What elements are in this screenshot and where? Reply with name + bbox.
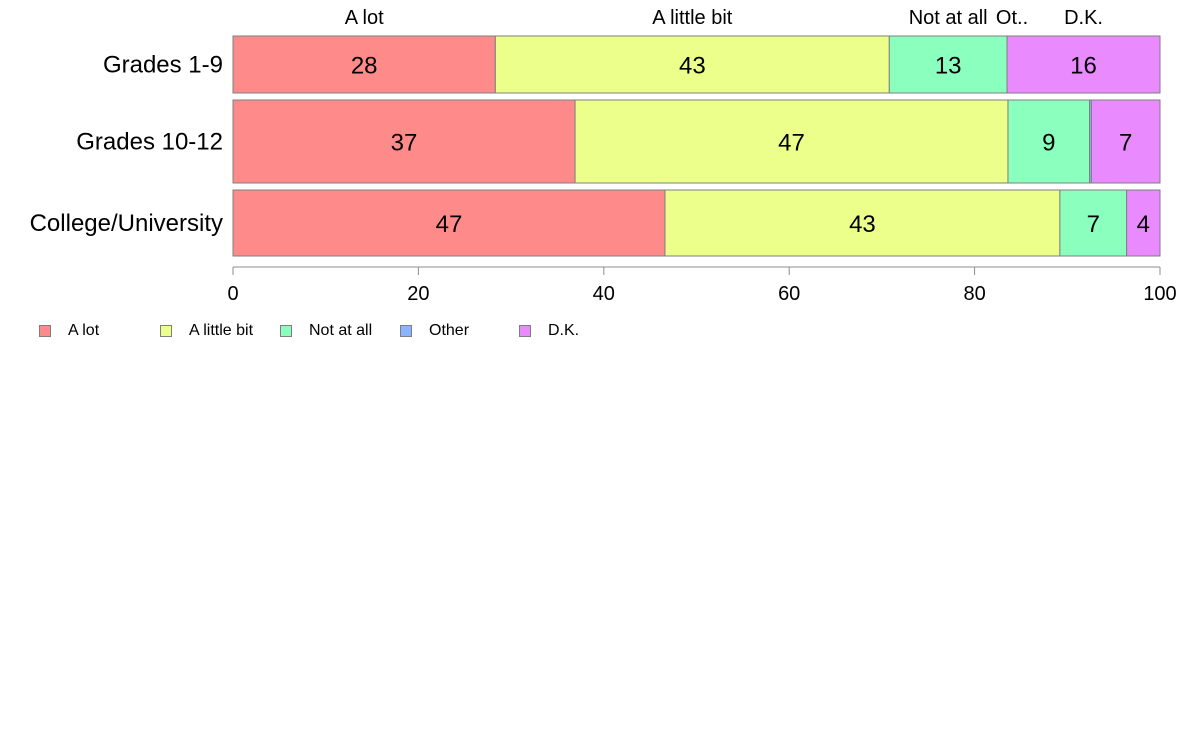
legend-item-dk: D.K.: [519, 322, 579, 340]
bar-segment-d-k: [1126, 189, 1161, 257]
legend-label: Other: [429, 322, 470, 339]
x-axis: 0 20 40 60 80 100: [227, 266, 1177, 305]
x-tick-label: 60: [778, 283, 800, 305]
data-label: 7: [1119, 130, 1132, 157]
header-label-a-little-bit: A little bit: [652, 7, 732, 29]
legend-swatch: [160, 325, 172, 337]
data-label: 16: [1070, 53, 1097, 80]
legend-label: D.K.: [548, 322, 580, 339]
data-label: 7: [1087, 211, 1100, 238]
data-label: 43: [849, 211, 876, 238]
data-label: 4: [1137, 211, 1150, 238]
legend-swatch: [280, 325, 292, 337]
legend-item-a-little-bit: A little bit: [160, 322, 253, 340]
x-tick-label: 20: [407, 283, 429, 305]
data-label: 9: [1042, 130, 1055, 157]
bar-segment-d-k: [1090, 99, 1161, 184]
bar-row: Grades 1-9 28 43 13 16: [103, 35, 1161, 94]
legend-item-a-lot: A lot: [39, 322, 99, 340]
legend-label: A little bit: [189, 322, 254, 339]
data-label: 13: [935, 53, 962, 80]
x-tick-label: 0: [227, 283, 238, 305]
bar-segment-a-little-bit: [664, 189, 1061, 257]
bar-row: Grades 10-12 37 47 9 7: [76, 99, 1161, 184]
data-label: 43: [679, 53, 706, 80]
bar-segment-not-at-all: [888, 35, 1008, 94]
header-label-d-k: D.K.: [1064, 7, 1103, 29]
legend-item-not-at-all: Not at all: [280, 322, 372, 340]
bar-segment-a-lot: [232, 189, 666, 257]
data-label: 37: [391, 130, 418, 157]
category-label: College/University: [30, 210, 223, 237]
legend-swatch: [519, 325, 531, 337]
bar-row: College/University 47 43 7 4: [30, 189, 1161, 257]
bar-segment-a-little-bit: [574, 99, 1009, 184]
data-label: 28: [351, 53, 378, 80]
legend-label: A lot: [68, 322, 100, 339]
legend-swatch: [400, 325, 412, 337]
header-label-not-at-all: Not at all: [909, 7, 988, 29]
bar-segment-a-lot: [232, 35, 496, 94]
data-label: 47: [436, 211, 463, 238]
bar-segment-a-little-bit: [494, 35, 890, 94]
bar-segment-not-at-all: [1007, 99, 1091, 184]
bar-segment-d-k: [1006, 35, 1161, 94]
category-label: Grades 10-12: [76, 129, 223, 156]
bar-segment-not-at-all: [1059, 189, 1128, 257]
legend-label: Not at all: [309, 322, 373, 339]
legend: A lot A little bit Not at all Other D.K.: [39, 322, 739, 342]
header-label-other: Ot..: [996, 7, 1028, 29]
x-tick-label: 100: [1143, 283, 1176, 305]
segment-header-labels: A lot A little bit Not at all Ot.. D.K.: [345, 7, 1103, 29]
x-tick-label: 80: [963, 283, 985, 305]
header-label-a-lot: A lot: [345, 7, 384, 29]
x-tick-label: 40: [593, 283, 615, 305]
legend-swatch: [39, 325, 51, 337]
category-label: Grades 1-9: [103, 52, 223, 79]
legend-item-other: Other: [400, 322, 469, 340]
bar-segment-a-lot: [232, 99, 576, 184]
data-label: 47: [778, 130, 805, 157]
